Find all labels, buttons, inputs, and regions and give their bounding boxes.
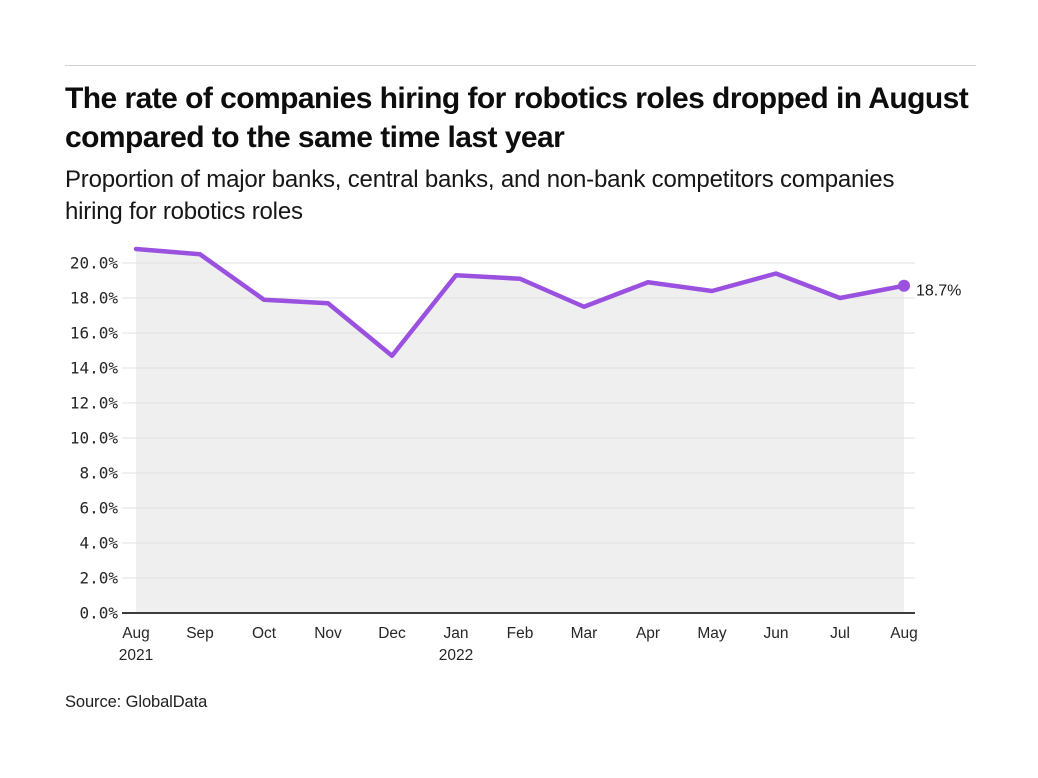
y-tick-label: 10.0% <box>70 429 119 448</box>
x-tick-year-label: 2021 <box>119 647 153 664</box>
x-tick-label: May <box>697 625 727 642</box>
chart-title: The rate of companies hiring for robotic… <box>65 82 969 154</box>
y-tick-label: 16.0% <box>70 324 119 343</box>
x-tick-label: Aug <box>890 625 918 642</box>
x-tick-label: Feb <box>507 625 534 642</box>
x-tick-label: Dec <box>378 625 406 642</box>
series-line <box>133 246 907 358</box>
x-tick-label: Mar <box>571 625 598 642</box>
y-tick-label: 4.0% <box>79 534 118 553</box>
chart-subtitle: Proportion of major banks, central banks… <box>65 166 895 225</box>
y-tick-label: 20.0% <box>70 254 119 273</box>
top-divider <box>65 65 976 66</box>
x-tick-label: Jun <box>764 625 789 642</box>
y-tick-label: 12.0% <box>70 394 119 413</box>
end-value-label: 18.7% <box>916 282 961 299</box>
y-tick-label: 0.0% <box>79 604 118 623</box>
series-area <box>136 249 904 613</box>
x-tick-label: Nov <box>314 625 342 642</box>
source-note: Source: GlobalData <box>65 693 208 711</box>
x-tick-label: Oct <box>252 625 277 642</box>
x-tick-year-label: 2022 <box>439 647 473 664</box>
y-tick-label: 14.0% <box>70 359 119 378</box>
y-tick-label: 18.0% <box>70 289 119 308</box>
x-tick-label: Jan <box>444 625 469 642</box>
y-tick-label: 8.0% <box>79 464 118 483</box>
y-tick-label: 2.0% <box>79 569 118 588</box>
x-tick-label: Apr <box>636 625 660 642</box>
x-tick-label: Jul <box>830 625 850 642</box>
end-point-marker <box>898 279 910 292</box>
y-tick-label: 6.0% <box>79 499 118 518</box>
x-tick-label: Sep <box>186 625 214 642</box>
x-tick-label: Aug <box>122 625 150 642</box>
